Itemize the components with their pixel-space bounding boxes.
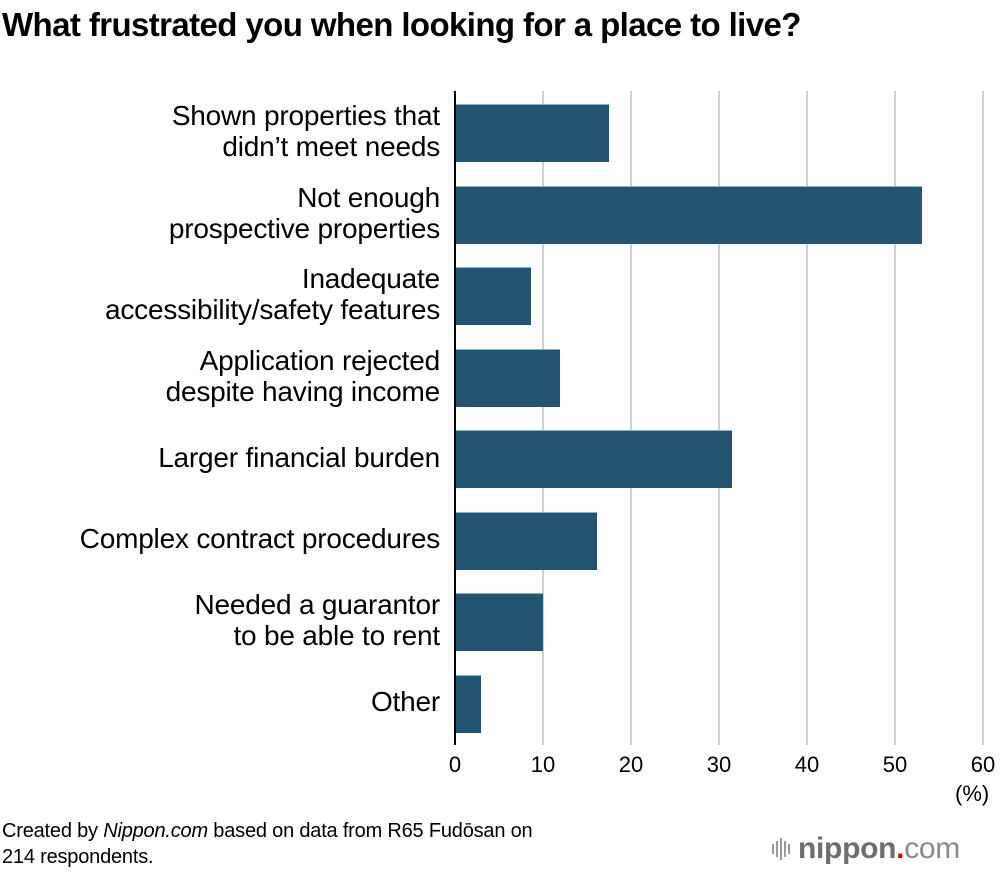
x-tick-label: 40 <box>794 752 820 777</box>
source-note: Created by Nippon.com based on data from… <box>2 818 533 870</box>
bar <box>456 185 923 244</box>
gridline <box>806 91 808 745</box>
x-tick-label: 30 <box>706 752 732 777</box>
x-axis-unit-label: (%) <box>955 781 990 806</box>
category-label: Not enough prospective properties <box>168 181 440 244</box>
category-label: Shown properties that didn’t meet needs <box>171 100 440 162</box>
logo-tld: com <box>904 832 960 865</box>
logo-name: nippon <box>798 832 897 865</box>
logo-dot: . <box>896 832 905 865</box>
gridline <box>542 91 544 745</box>
x-tick-label: 0 <box>448 752 462 777</box>
bar <box>456 593 544 651</box>
gridline <box>894 91 896 745</box>
source-suffix: based on data from R65 Fudōsan on <box>207 820 533 842</box>
category-label: Other <box>370 686 440 717</box>
chart-title: What frustrated you when looking for a p… <box>2 6 801 43</box>
category-label: Larger financial burden <box>158 441 440 473</box>
gridline <box>718 91 720 745</box>
logo-wordmark: nippon.com <box>798 832 960 866</box>
bar <box>456 104 610 162</box>
category-label: Complex contract procedures <box>79 523 441 554</box>
bar <box>456 348 560 407</box>
source-prefix: Created by <box>2 820 104 842</box>
x-tick-label: 50 <box>882 752 908 777</box>
bar <box>456 511 597 570</box>
bar <box>456 430 733 488</box>
bar <box>456 267 531 325</box>
x-tick-label: 60 <box>970 752 996 777</box>
source-brand: Nippon.com <box>103 820 208 842</box>
x-tick-label: 10 <box>530 752 556 777</box>
category-label: Needed a guarantor to be able to rent <box>194 589 441 651</box>
nippon-logo: nippon.com <box>772 832 960 866</box>
bar <box>456 674 481 733</box>
gridline <box>630 91 632 745</box>
source-line2: 214 respondents. <box>2 846 154 868</box>
gridline <box>982 91 984 745</box>
x-tick-label: 20 <box>618 752 644 777</box>
soundwave-icon <box>772 838 790 860</box>
category-label: Application rejected despite having inco… <box>165 344 441 407</box>
y-axis-line <box>454 91 456 745</box>
category-label: Inadequate accessibility/safety features <box>104 263 440 325</box>
